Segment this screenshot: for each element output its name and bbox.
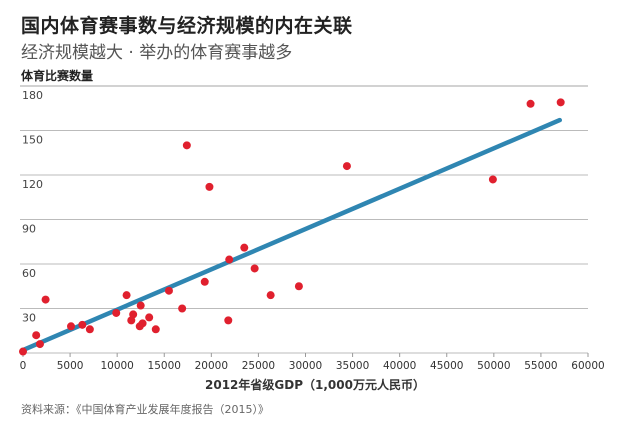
data-point xyxy=(294,282,303,291)
data-point xyxy=(205,182,214,191)
data-point xyxy=(136,301,145,310)
data-point xyxy=(178,304,187,313)
data-point xyxy=(266,291,275,300)
source-note: 资料来源：《中国体育产业发展年度报告（2015）》 xyxy=(21,403,269,416)
data-point xyxy=(182,141,191,150)
y-tick-label: 30 xyxy=(22,312,36,325)
data-point xyxy=(556,98,565,107)
x-axis-label: 2012年省级GDP（1,000万元人民币） xyxy=(205,378,425,392)
chart-subtitle: 经济规模越大 · 举办的体育赛事越多 xyxy=(21,43,293,63)
x-tick-label: 0 xyxy=(20,360,27,372)
data-point xyxy=(151,325,160,334)
data-point xyxy=(200,277,209,286)
data-point xyxy=(78,320,87,329)
x-tick-label: 35000 xyxy=(336,360,369,372)
x-tick-label: 5000 xyxy=(57,360,84,372)
data-point xyxy=(85,325,94,334)
data-point xyxy=(32,331,41,340)
y-tick-label: 90 xyxy=(22,223,36,236)
x-tick-label: 60000 xyxy=(571,360,604,372)
y-tick-label: 180 xyxy=(22,89,43,102)
data-point xyxy=(240,243,249,252)
y-tick-label: 60 xyxy=(22,267,36,280)
data-point xyxy=(19,347,27,356)
x-tick-label: 45000 xyxy=(430,360,463,372)
x-tick-label: 10000 xyxy=(100,360,133,372)
y-axis-label: 体育比赛数量 xyxy=(21,69,94,83)
x-tick-label: 40000 xyxy=(383,360,416,372)
data-point xyxy=(526,99,535,108)
x-tick-label: 25000 xyxy=(242,360,275,372)
data-point xyxy=(488,175,497,184)
data-point xyxy=(41,295,50,304)
x-tick-label: 55000 xyxy=(524,360,557,372)
x-tick-label: 50000 xyxy=(477,360,510,372)
data-point xyxy=(67,322,76,331)
data-point xyxy=(342,162,351,171)
data-point xyxy=(224,316,233,325)
trendline xyxy=(20,117,562,353)
chart-title: 国内体育赛事数与经济规模的内在关联 xyxy=(21,15,353,37)
data-point xyxy=(112,308,121,317)
data-point xyxy=(225,255,234,264)
data-point xyxy=(122,291,131,300)
data-point xyxy=(138,319,147,328)
x-tick-label: 30000 xyxy=(289,360,322,372)
data-point xyxy=(145,313,154,322)
x-tick-label: 15000 xyxy=(148,360,181,372)
data-point xyxy=(164,286,173,295)
data-point xyxy=(129,310,138,319)
y-tick-label: 120 xyxy=(22,178,43,191)
y-tick-label: 150 xyxy=(22,134,43,147)
x-tick-label: 20000 xyxy=(195,360,228,372)
data-point xyxy=(35,340,44,349)
data-point xyxy=(250,264,259,273)
